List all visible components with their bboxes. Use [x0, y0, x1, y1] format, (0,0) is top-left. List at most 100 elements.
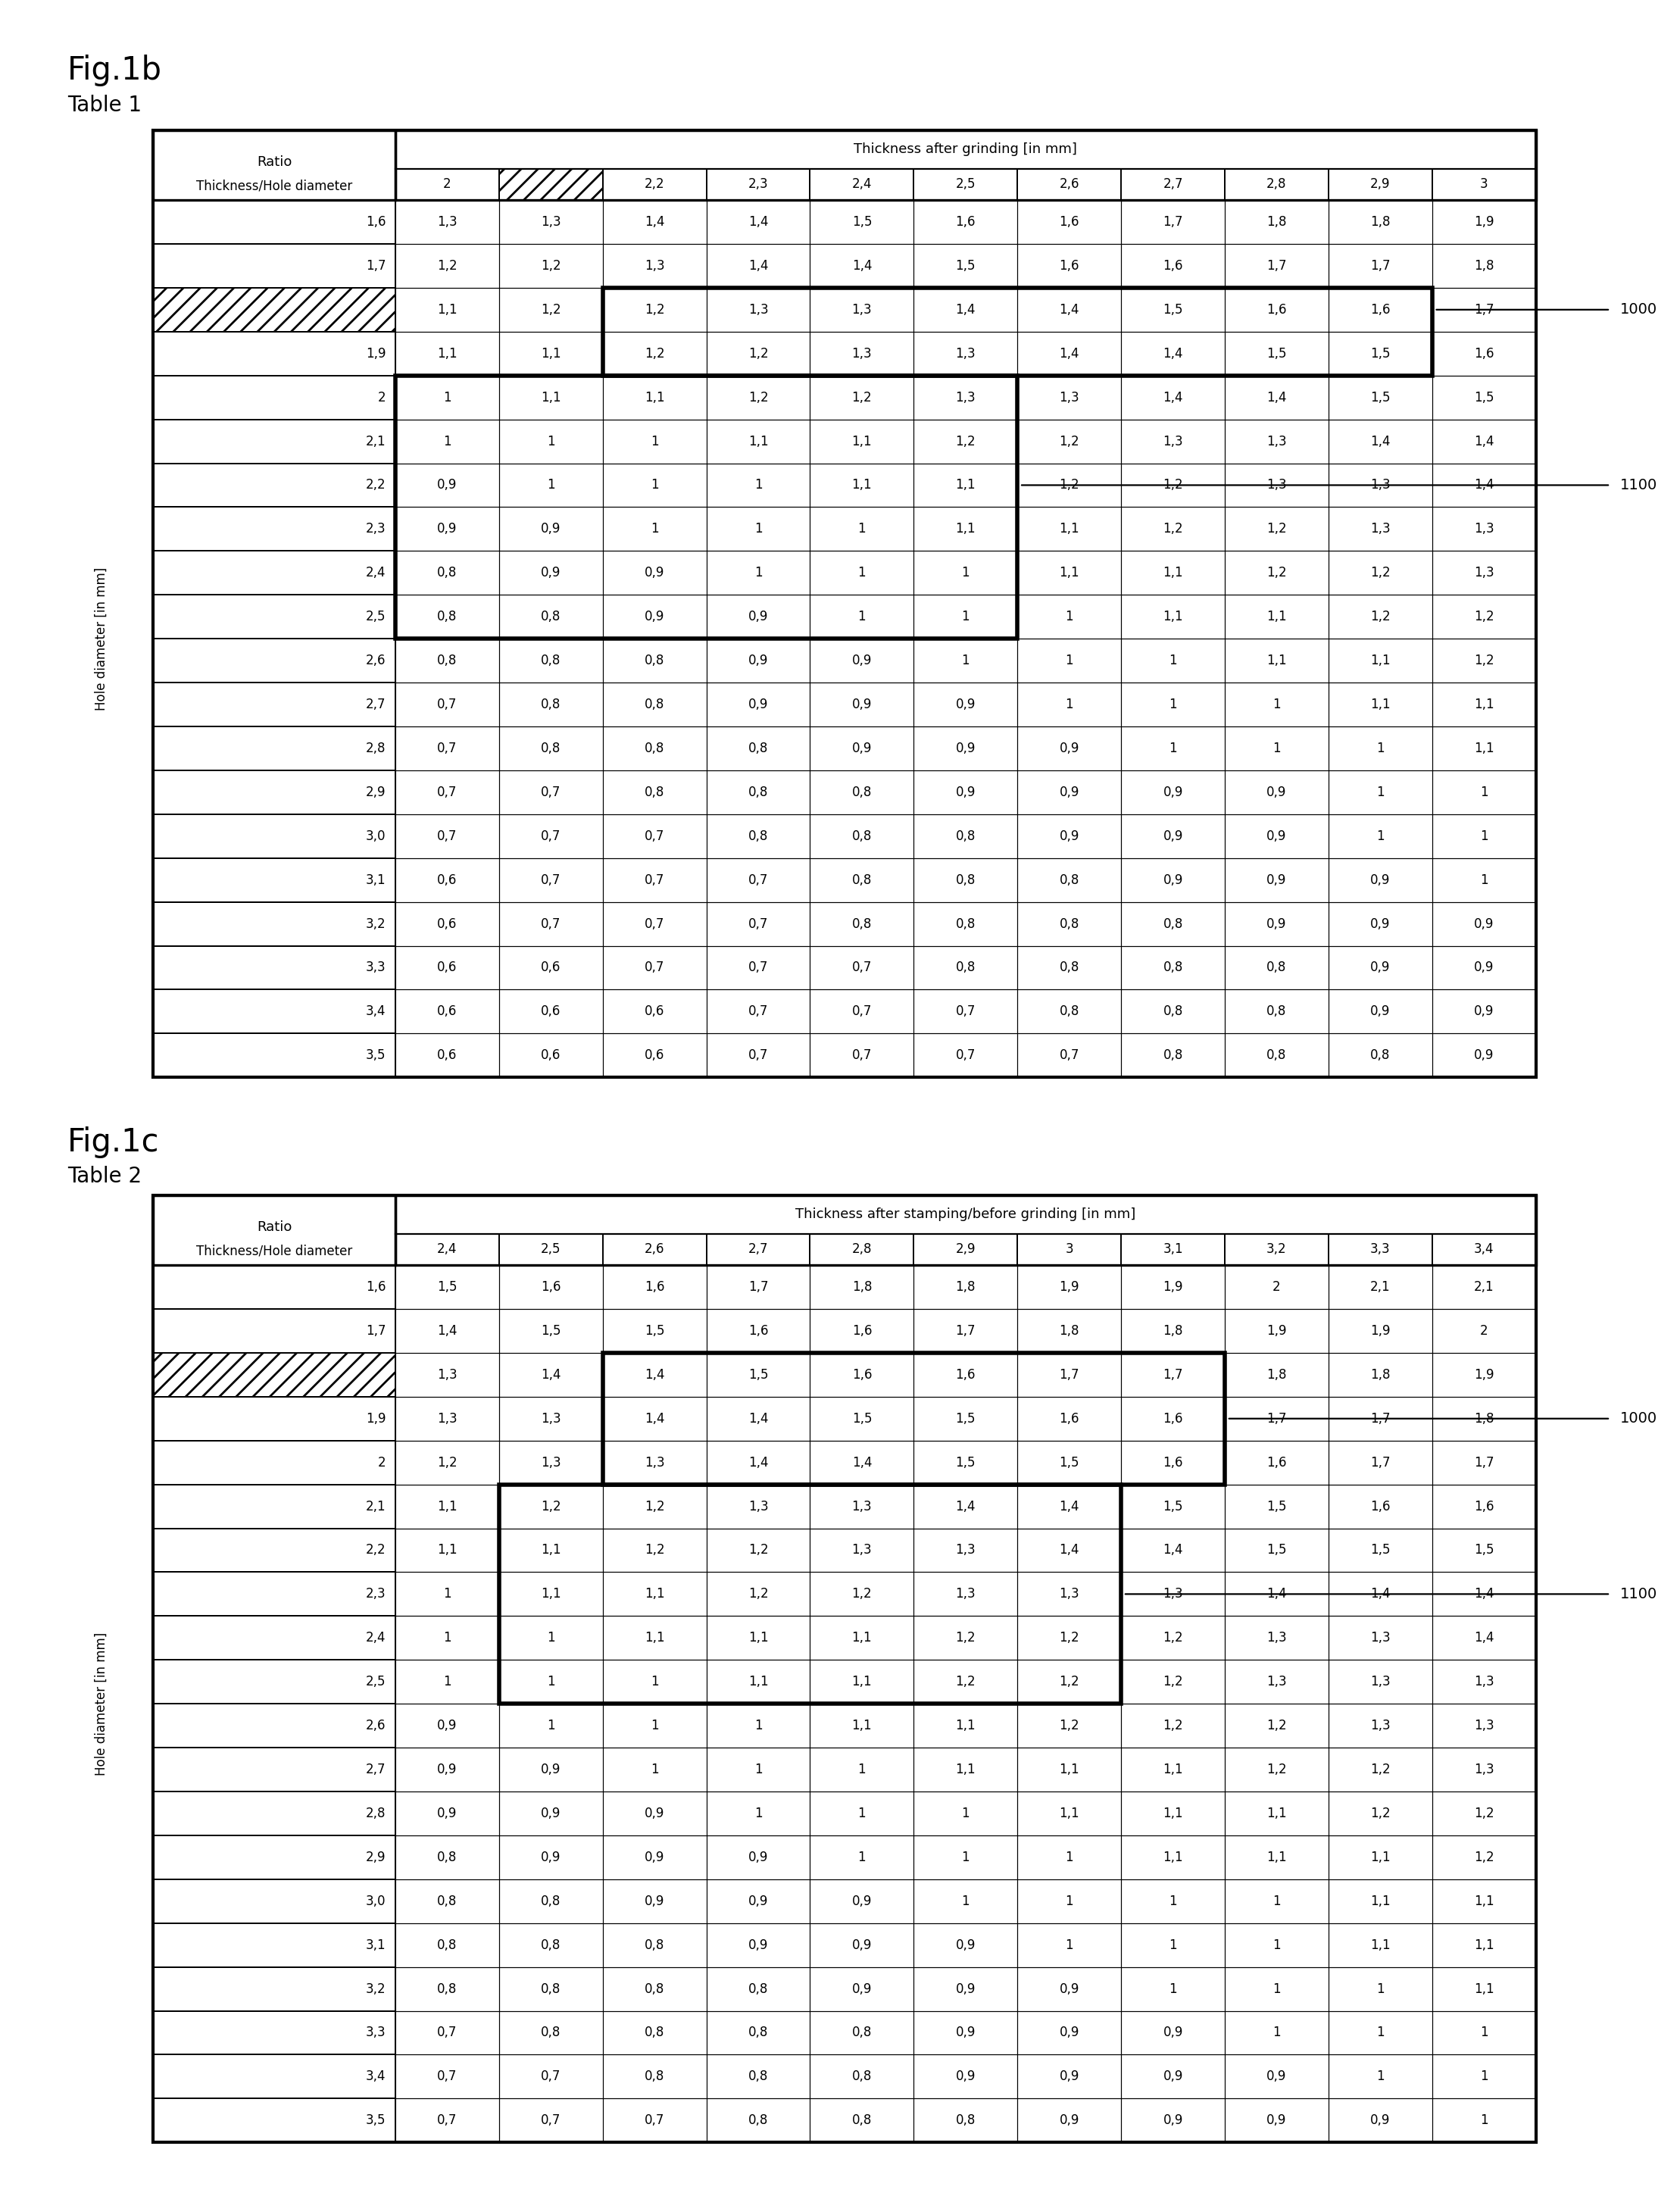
Text: 1,2: 1,2: [1267, 567, 1287, 580]
Bar: [499, 1353, 603, 1397]
Text: 2,2: 2,2: [366, 1544, 386, 1557]
Text: 1,9: 1,9: [1058, 1280, 1079, 1293]
Bar: [499, 1484, 603, 1528]
Bar: [1329, 2099, 1431, 2143]
Bar: [1121, 683, 1225, 727]
Bar: [499, 1836, 603, 1880]
Text: 1,3: 1,3: [1371, 1632, 1391, 1645]
Text: 1,2: 1,2: [748, 1544, 768, 1557]
Text: 0,8: 0,8: [1060, 874, 1079, 887]
Bar: [153, 1836, 395, 1880]
Bar: [810, 1792, 914, 1836]
Text: 1: 1: [1169, 1939, 1178, 1952]
Text: 1: 1: [1169, 654, 1178, 668]
Bar: [1225, 1265, 1329, 1309]
Text: 0,9: 0,9: [1371, 2115, 1391, 2128]
Text: 0,8: 0,8: [541, 698, 561, 712]
Bar: [499, 595, 603, 639]
Bar: [1121, 200, 1225, 244]
Bar: [603, 1748, 706, 1792]
Bar: [395, 859, 499, 903]
Text: 0,7: 0,7: [748, 874, 768, 887]
Bar: [810, 200, 914, 244]
Bar: [395, 332, 499, 376]
Bar: [810, 1880, 914, 1924]
Text: 0,9: 0,9: [1473, 962, 1494, 975]
Bar: [706, 683, 810, 727]
Bar: [603, 1792, 706, 1836]
Text: 2,5: 2,5: [541, 1243, 561, 1256]
Bar: [1431, 859, 1536, 903]
Bar: [706, 1034, 810, 1078]
Bar: [1018, 1880, 1121, 1924]
Bar: [1329, 1484, 1431, 1528]
Bar: [914, 1792, 1018, 1836]
Text: 0,7: 0,7: [541, 2115, 561, 2128]
Bar: [706, 815, 810, 859]
Text: 3,1: 3,1: [366, 874, 386, 887]
Text: 1: 1: [961, 1807, 969, 1820]
Text: 0,7: 0,7: [748, 1006, 768, 1019]
Text: 1,3: 1,3: [852, 1500, 872, 1513]
Bar: [810, 946, 914, 990]
Text: 0,9: 0,9: [1060, 1983, 1079, 1996]
Bar: [153, 639, 395, 683]
Bar: [603, 1924, 706, 1968]
Bar: [1121, 1704, 1225, 1748]
Text: 1: 1: [1169, 1895, 1178, 1908]
Text: 1,2: 1,2: [748, 347, 768, 360]
Text: 1,2: 1,2: [748, 1588, 768, 1601]
Text: 1: 1: [858, 523, 865, 536]
Bar: [1329, 2012, 1431, 2055]
Bar: [603, 1572, 706, 1616]
Text: 0,6: 0,6: [541, 1050, 561, 1063]
Text: 3,2: 3,2: [366, 918, 386, 931]
Text: 2,9: 2,9: [366, 1851, 386, 1864]
Bar: [1225, 1748, 1329, 1792]
Text: 1,3: 1,3: [1473, 1719, 1494, 1733]
Bar: [1121, 1748, 1225, 1792]
Text: 0,9: 0,9: [1060, 830, 1079, 843]
Text: 1,6: 1,6: [1267, 1456, 1287, 1469]
Text: 1,2: 1,2: [645, 1544, 665, 1557]
Text: 1,4: 1,4: [437, 1324, 457, 1337]
Text: 1,7: 1,7: [1058, 1368, 1079, 1381]
Text: 0,9: 0,9: [1371, 874, 1391, 887]
Text: 1,2: 1,2: [1058, 479, 1079, 492]
Text: 1,3: 1,3: [645, 1456, 665, 1469]
Bar: [914, 1034, 1018, 1078]
Bar: [1018, 1484, 1121, 1528]
Bar: [153, 903, 395, 946]
Bar: [1329, 727, 1431, 771]
Bar: [603, 815, 706, 859]
Text: 0,8: 0,8: [645, 1983, 665, 1996]
Text: 1: 1: [1376, 742, 1384, 755]
Bar: [1018, 903, 1121, 946]
Bar: [914, 551, 1018, 595]
Text: 1,3: 1,3: [748, 303, 768, 316]
Text: Ratio: Ratio: [257, 1221, 292, 1234]
Bar: [1018, 683, 1121, 727]
Text: 0,8: 0,8: [1163, 1006, 1183, 1019]
Bar: [603, 727, 706, 771]
Bar: [1431, 1792, 1536, 1836]
Bar: [1225, 332, 1329, 376]
Text: 2,9: 2,9: [366, 786, 386, 799]
Bar: [706, 1265, 810, 1309]
Text: 0,8: 0,8: [748, 2027, 768, 2040]
Text: 2,8: 2,8: [366, 1807, 386, 1820]
Bar: [810, 1397, 914, 1441]
Bar: [914, 1572, 1018, 1616]
Text: 1,2: 1,2: [541, 303, 561, 316]
Text: 1,1: 1,1: [1371, 654, 1391, 668]
Bar: [499, 903, 603, 946]
Bar: [1018, 2099, 1121, 2143]
Text: 1,1: 1,1: [852, 1632, 872, 1645]
Text: 0,8: 0,8: [541, 654, 561, 668]
Bar: [1018, 551, 1121, 595]
Bar: [1225, 1792, 1329, 1836]
Text: 1,1: 1,1: [1163, 567, 1183, 580]
Text: 1,3: 1,3: [1371, 1676, 1391, 1689]
Bar: [395, 1528, 499, 1572]
Bar: [810, 1441, 914, 1484]
